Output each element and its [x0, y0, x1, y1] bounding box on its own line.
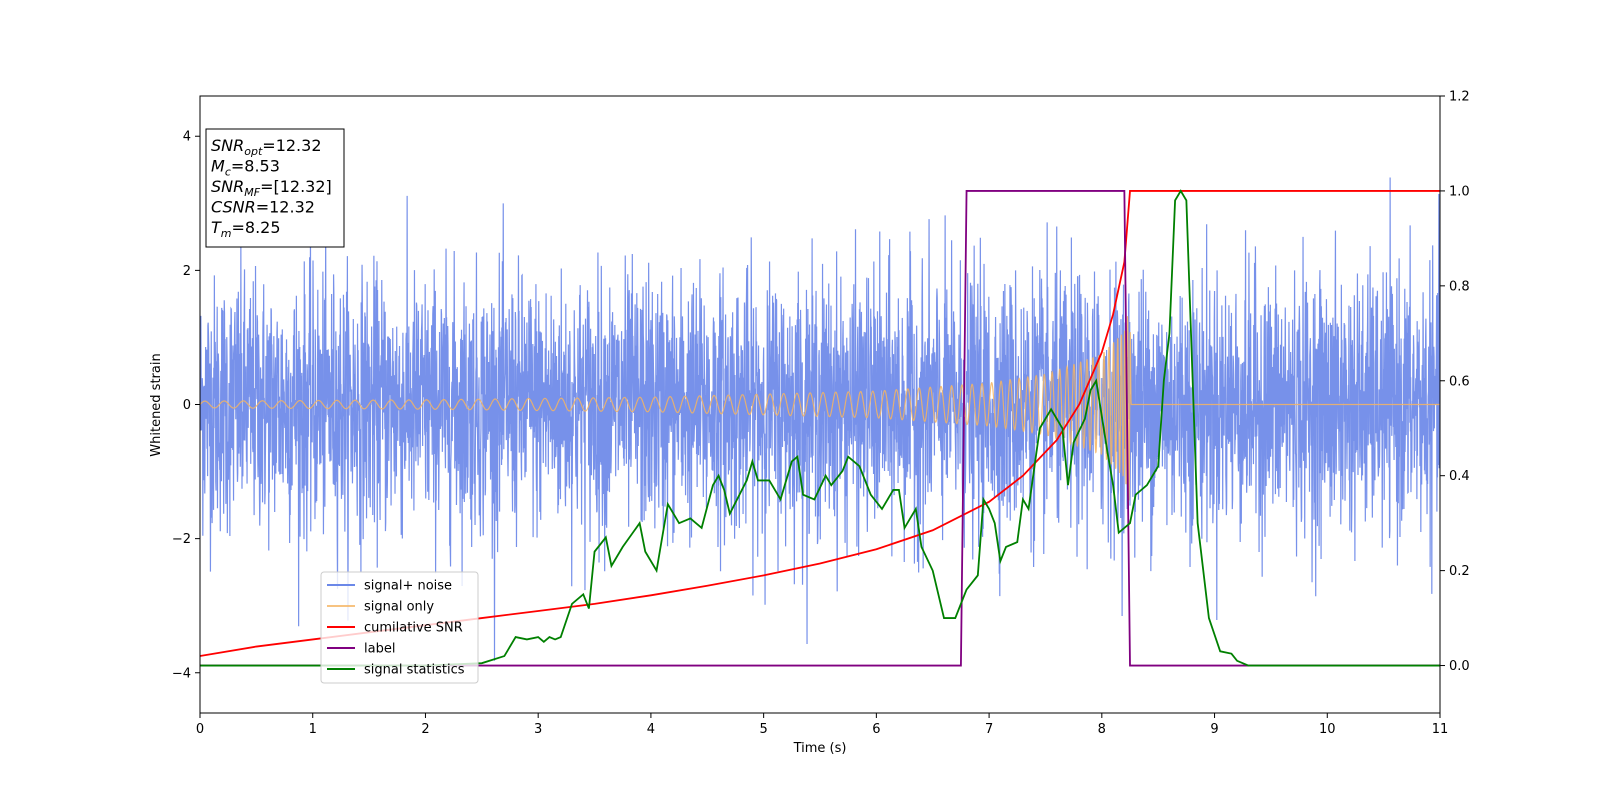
info-box-line: CSNR=12.32 — [211, 198, 315, 217]
y2-tick-label: 0.6 — [1449, 374, 1470, 389]
x-tick-label: 9 — [1210, 722, 1218, 737]
x-tick-label: 3 — [534, 722, 542, 737]
x-tick-label: 10 — [1319, 722, 1336, 737]
x-tick-label: 2 — [421, 722, 429, 737]
info-box-frame — [205, 128, 345, 248]
y-tick-label: 0 — [183, 398, 191, 413]
x-tick-label: 11 — [1432, 722, 1449, 737]
y2-axis-ticks: 0.0 0.2 0.4 0.6 0.8 1.0 1.2 — [1440, 90, 1470, 674]
series-label-line — [200, 190, 1440, 667]
series-signal-only-line — [200, 316, 1440, 501]
x-tick-label: 1 — [309, 722, 317, 737]
legend-label: cumilative SNR — [364, 621, 463, 636]
series-signal-statistics-line — [200, 189, 1440, 667]
legend-label: label — [364, 642, 395, 657]
y-tick-label: 4 — [183, 130, 191, 145]
series-signal-noise-line — [200, 177, 1440, 661]
x-tick-label: 4 — [647, 722, 655, 737]
info-box-line: Tm=8.25 — [211, 218, 281, 240]
y2-tick-label: 1.0 — [1449, 184, 1470, 199]
y2-tick-label: 1.2 — [1449, 90, 1470, 105]
y-tick-label: 2 — [183, 264, 191, 279]
legend-frame — [320, 571, 479, 684]
legend-label: signal+ noise — [364, 579, 452, 594]
y2-tick-label: 0.0 — [1449, 659, 1470, 674]
y2-tick-label: 0.8 — [1449, 279, 1470, 294]
legend-label: signal only — [364, 600, 434, 615]
y-axis-ticks: −4 −2 0 2 4 — [172, 130, 200, 681]
info-box-line: SNRMF=[12.32] — [211, 177, 332, 199]
y2-tick-label: 0.2 — [1449, 564, 1470, 579]
info-box: SNRopt=12.32Mc=8.53SNRMF=[12.32]CSNR=12.… — [205, 128, 345, 248]
y-axis-label: Whitened strain — [149, 353, 164, 456]
x-tick-label: 8 — [1098, 722, 1106, 737]
x-tick-label: 5 — [759, 722, 767, 737]
legend-label: signal statistics — [364, 663, 465, 678]
y-tick-label: −4 — [172, 666, 191, 681]
x-tick-label: 7 — [985, 722, 993, 737]
y-tick-label: −2 — [172, 532, 191, 547]
x-tick-label: 6 — [872, 722, 880, 737]
y2-tick-label: 0.4 — [1449, 469, 1470, 484]
legend: signal+ noise signal only cumilative SNR la… — [320, 571, 479, 684]
x-axis-label: Time (s) — [793, 741, 847, 756]
x-tick-label: 0 — [196, 722, 204, 737]
info-box-line: Mc=8.53 — [211, 157, 280, 179]
info-box-line: SNRopt=12.32 — [211, 136, 322, 158]
x-axis-ticks: 0 1 2 3 4 5 6 7 8 9 10 11 — [196, 713, 1448, 737]
